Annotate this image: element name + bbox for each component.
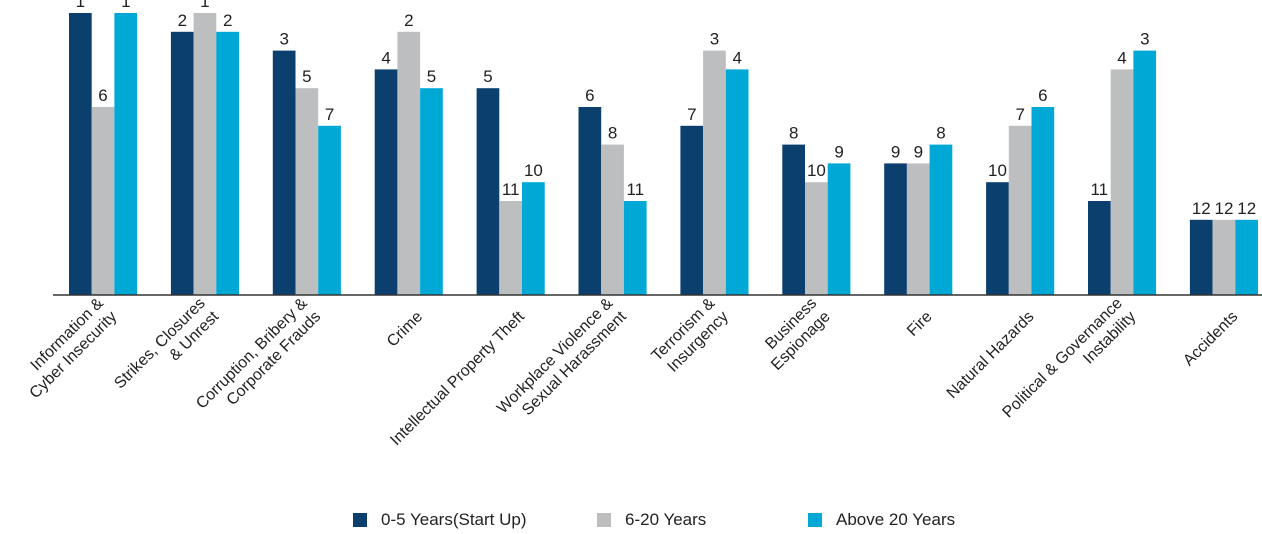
bar-value-label: 8	[936, 124, 945, 143]
category-label: Information &Cyber Insecurity	[13, 295, 120, 402]
legend-label-0-5-years: 0-5 Years(Start Up)	[381, 510, 527, 529]
bar	[216, 31, 239, 296]
category-label-line: Crime	[384, 308, 426, 350]
category-label: Crime	[384, 308, 426, 350]
category-label-line: Accidents	[1180, 308, 1241, 369]
bar-value-label: 11	[626, 180, 644, 199]
bar	[1235, 219, 1258, 295]
bar	[884, 163, 907, 295]
bar-value-label: 3	[710, 30, 719, 49]
bar-value-label: 9	[891, 142, 900, 161]
bar	[114, 13, 138, 295]
bar-value-label: 10	[524, 161, 543, 180]
bar	[193, 13, 217, 295]
bar-value-label: 6	[585, 86, 594, 105]
bar	[170, 31, 194, 296]
bar	[69, 13, 92, 295]
bar-value-label: 5	[483, 67, 492, 86]
bar	[295, 88, 319, 295]
bar-value-label: 7	[687, 105, 696, 124]
bar-value-label: 6	[98, 86, 107, 105]
bar-value-label: 7	[325, 105, 334, 124]
bar	[1133, 50, 1157, 295]
bar-value-label: 5	[427, 67, 436, 86]
bar-value-label: 11	[502, 180, 520, 199]
legend-swatch-above-20-years	[808, 513, 822, 527]
bar	[374, 69, 398, 296]
legend-swatch-6-20-years	[597, 513, 611, 527]
bar-value-label: 4	[1117, 48, 1126, 67]
bar-value-label: 8	[789, 124, 798, 143]
bar	[1189, 219, 1213, 295]
bar	[1212, 219, 1236, 295]
bar-value-label: 1	[121, 0, 130, 11]
legend-label-above-20-years: Above 20 Years	[836, 510, 956, 529]
bar	[272, 50, 296, 295]
bar-value-label: 3	[1140, 30, 1149, 49]
legend-item-6-20-years: 6-20 Years	[597, 510, 706, 530]
bar-value-label: 8	[608, 124, 617, 143]
bar-value-label: 2	[404, 11, 413, 30]
bar-value-label: 9	[914, 142, 923, 161]
legend-item-0-5-years: 0-5 Years(Start Up)	[353, 510, 527, 530]
bar	[906, 163, 930, 295]
bar	[703, 50, 726, 295]
category-label: BusinessEspionage	[755, 295, 834, 374]
bar-value-label: 5	[302, 67, 311, 86]
bar-value-label: 12	[1192, 199, 1211, 218]
legend-label-6-20-years: 6-20 Years	[625, 510, 707, 529]
bar	[986, 182, 1009, 295]
category-label: Fire	[904, 308, 936, 340]
bar	[827, 163, 851, 295]
bar-value-label: 12	[1237, 199, 1256, 218]
bar-value-label: 11	[1090, 180, 1108, 199]
bar	[1008, 125, 1032, 295]
bar-value-label: 9	[834, 142, 843, 161]
bar	[1088, 201, 1111, 295]
bar	[499, 201, 522, 295]
legend-swatch-0-5-years	[353, 513, 367, 527]
bar-value-label: 3	[279, 30, 288, 49]
bar-value-label: 10	[807, 161, 826, 180]
bar	[578, 107, 602, 295]
bar	[91, 107, 115, 295]
category-label: Accidents	[1180, 308, 1241, 369]
bar-value-label: 1	[76, 0, 85, 11]
category-label-line: Political & Governance	[999, 295, 1126, 422]
legend-item-above-20-years: Above 20 Years	[808, 510, 955, 530]
bars-layer	[69, 13, 1258, 296]
bar	[601, 144, 624, 295]
bar-value-label: 12	[1215, 199, 1234, 218]
bar-value-label: 1	[200, 0, 209, 11]
bar	[725, 69, 749, 296]
bar	[522, 182, 545, 295]
bar-value-label: 4	[381, 48, 390, 67]
category-label-line: Fire	[904, 308, 936, 340]
bar-value-label: 4	[732, 48, 741, 67]
bar	[1031, 107, 1055, 295]
bar-value-label: 6	[1038, 86, 1047, 105]
bar-value-label: 7	[1015, 105, 1024, 124]
bar-value-label: 2	[223, 11, 232, 30]
category-label: Terrorism &Insurgency	[649, 295, 733, 379]
bar-value-label: 10	[988, 161, 1007, 180]
bar	[420, 88, 443, 295]
bar	[1110, 69, 1134, 296]
bar	[680, 125, 704, 295]
legend: 0-5 Years(Start Up) 6-20 Years Above 20 …	[0, 510, 1262, 534]
bar-value-label: 2	[178, 11, 187, 30]
bar	[782, 144, 805, 295]
bar	[476, 88, 500, 295]
bar	[929, 144, 953, 295]
bar	[397, 31, 421, 296]
bar	[805, 182, 828, 295]
bar	[318, 125, 341, 295]
bar	[623, 201, 647, 295]
